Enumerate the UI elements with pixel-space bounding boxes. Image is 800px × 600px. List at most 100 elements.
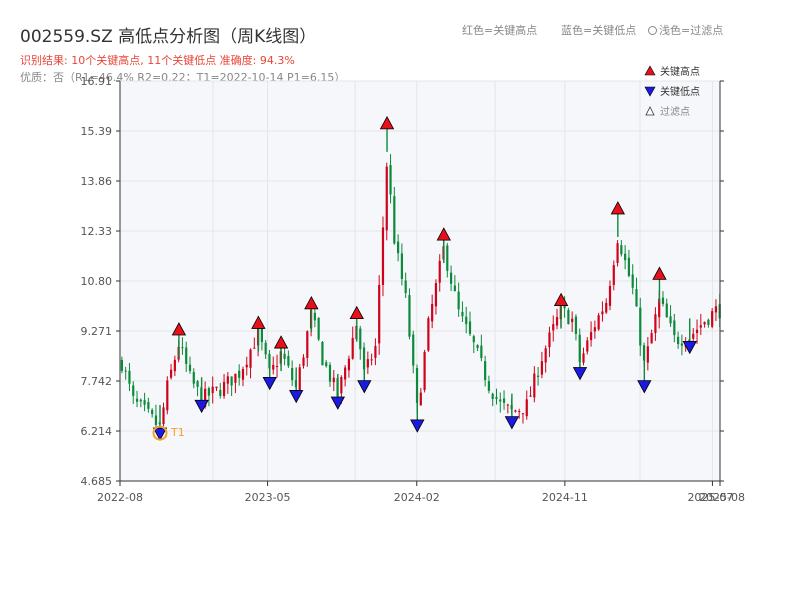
candle-body <box>366 359 369 368</box>
candle-body <box>480 345 483 359</box>
candle-body <box>495 396 498 399</box>
candle-body <box>465 316 468 325</box>
candle-body <box>245 364 248 368</box>
candle-body <box>616 243 619 263</box>
candle-body <box>120 359 123 371</box>
candle-body <box>321 341 324 366</box>
candle-body <box>574 316 578 334</box>
candle-body <box>499 399 502 402</box>
candle-body <box>166 380 169 411</box>
candle-body <box>135 398 139 402</box>
candle-body <box>226 376 229 384</box>
candle-body <box>173 359 176 372</box>
y-tick-label: 10.80 <box>81 275 113 288</box>
t1-label: T1 <box>170 426 185 439</box>
candle-body <box>283 353 286 359</box>
candle-body <box>351 337 354 359</box>
y-tick-label: 4.685 <box>81 475 113 488</box>
candle-body <box>234 373 237 383</box>
candle-body <box>631 274 634 288</box>
candle-body <box>347 358 351 371</box>
t1-marker-group: T1 <box>152 425 185 441</box>
candle-body <box>238 370 241 378</box>
candle-body <box>624 253 627 261</box>
candle-body <box>291 367 294 381</box>
candle-body <box>207 388 211 396</box>
key-low-marker <box>410 419 425 433</box>
candle-body <box>449 272 453 284</box>
candle-body <box>434 283 438 307</box>
candle-body <box>389 165 392 195</box>
x-tick-label: 2025-08 <box>699 491 745 504</box>
result-summary: 识别结果: 10个关键高点, 11个关键低点 准确度: 94.3% <box>20 54 295 67</box>
candle-body <box>673 320 676 336</box>
candle-body <box>555 317 559 326</box>
candle-body <box>506 404 509 406</box>
candle-body <box>563 305 566 309</box>
candle-body <box>423 351 426 391</box>
candle-body <box>260 328 263 343</box>
x-tick-labels: 2022-08 2023-05 2024-02 2024-11 2025-072025-… <box>97 481 745 504</box>
legend-high-marker <box>644 65 656 76</box>
x-tick-label: 2024-11 <box>542 491 588 504</box>
x-tick-label: 2025-07 <box>687 491 733 504</box>
candle-body <box>332 377 335 383</box>
candle-body <box>302 357 305 366</box>
candle-body <box>665 303 668 318</box>
candle-body <box>328 364 332 382</box>
candle-body <box>275 366 279 368</box>
y-tick-label: 9.271 <box>81 325 113 338</box>
candle-body <box>287 355 290 366</box>
candle-body <box>219 389 222 396</box>
candle-body <box>533 373 536 398</box>
candle-body <box>154 415 158 425</box>
marker-legend: 关键高点 关键低点 过滤点 <box>644 65 700 118</box>
key-point-markers <box>152 116 697 441</box>
key-low-marker <box>194 399 209 414</box>
candle-body <box>230 376 233 386</box>
candle-body <box>222 381 226 397</box>
key-high-marker <box>171 322 187 336</box>
legend-filtered-label: 过滤点 <box>660 105 690 118</box>
legend-note-filtered: 浅色=过滤点 <box>648 22 723 38</box>
key-high-marker <box>251 315 266 329</box>
legend-note-low: 蓝色=关键低点 <box>561 24 637 37</box>
candle-body <box>601 311 604 315</box>
legend-filtered-marker <box>645 106 655 116</box>
candle-body <box>677 336 680 344</box>
candle-body <box>612 265 615 286</box>
candle-body <box>431 303 434 322</box>
candle-body <box>642 345 646 361</box>
candle-body <box>639 307 642 346</box>
candle-body <box>192 372 195 384</box>
candle-body <box>241 369 245 380</box>
candle-body <box>695 329 699 334</box>
candle-body <box>412 334 415 366</box>
y-tick-label: 13.86 <box>81 175 113 188</box>
candle-body <box>487 381 491 391</box>
candle-body <box>169 369 173 378</box>
candle-body <box>128 370 131 384</box>
legend-low-marker <box>644 86 656 97</box>
candle-body <box>525 399 528 417</box>
candle-body <box>552 324 555 331</box>
candle-body <box>124 370 127 372</box>
candle-body <box>253 347 256 349</box>
candle-body <box>370 359 373 361</box>
candle-body <box>468 321 472 334</box>
key-high-marker <box>436 227 451 241</box>
candle-body <box>298 367 301 391</box>
candle-body <box>381 227 385 285</box>
candle-body <box>400 253 403 279</box>
candle-body <box>457 291 460 310</box>
candle-body <box>476 345 479 349</box>
key-low-marker <box>357 380 372 394</box>
key-low-marker <box>262 376 277 391</box>
candle-body <box>650 333 653 344</box>
candle-body <box>313 312 316 321</box>
key-low-marker <box>504 416 520 430</box>
candle-body <box>711 311 714 327</box>
candle-body <box>427 318 430 351</box>
hollow-circle-icon <box>648 26 657 35</box>
